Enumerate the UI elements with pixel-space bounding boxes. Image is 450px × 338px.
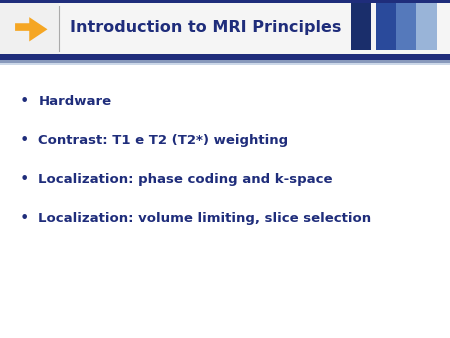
Bar (416, 3, 436, 50)
Text: •: • (20, 133, 29, 148)
Text: Localization: phase coding and k-space: Localization: phase coding and k-space (38, 173, 333, 186)
Bar (0, 0, 450, 54)
Bar (0, 60, 450, 63)
Bar (351, 3, 371, 50)
Text: •: • (20, 211, 29, 225)
Bar (376, 3, 396, 50)
Text: Hardware: Hardware (38, 95, 112, 108)
Bar (0, 0, 58, 54)
Bar (396, 3, 416, 50)
Bar (0, 0, 450, 3)
Text: Contrast: T1 e T2 (T2*) weighting: Contrast: T1 e T2 (T2*) weighting (38, 134, 288, 147)
Bar (0, 54, 450, 60)
Text: Introduction to MRI Principles: Introduction to MRI Principles (70, 20, 341, 34)
Text: Localization: volume limiting, slice selection: Localization: volume limiting, slice sel… (38, 212, 371, 224)
Bar (0, 63, 450, 65)
Text: •: • (20, 94, 29, 109)
Polygon shape (15, 17, 48, 42)
Text: •: • (20, 172, 29, 187)
